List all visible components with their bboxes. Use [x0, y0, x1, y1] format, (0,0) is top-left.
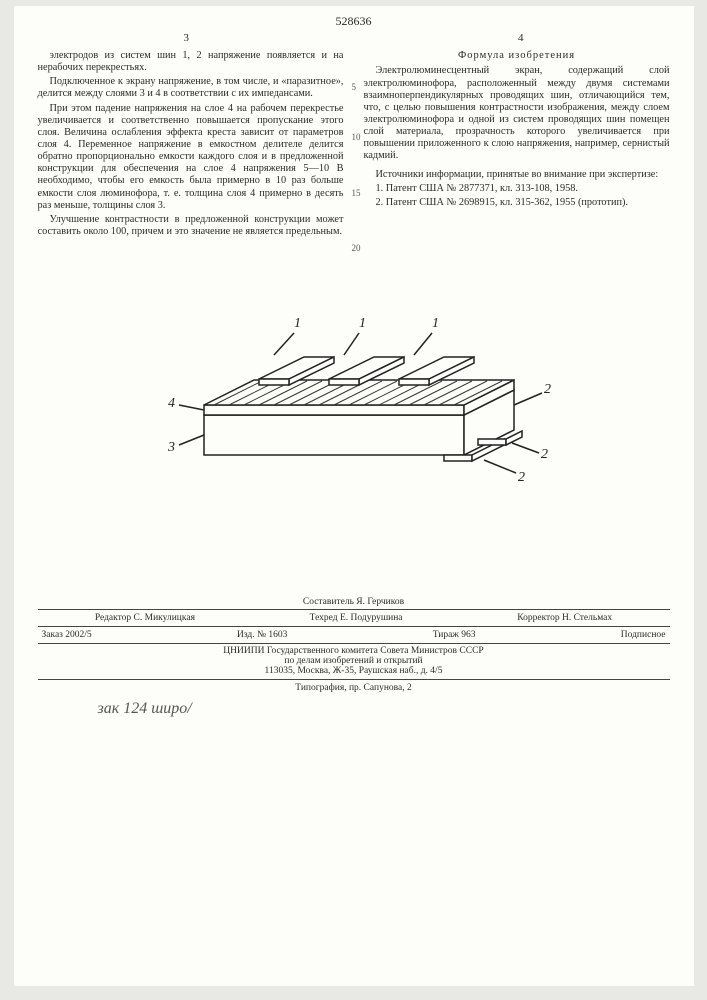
col-number-left: 3: [184, 32, 190, 44]
order-row: Заказ 2002/5 Изд. № 1603 Тираж 963 Подпи…: [38, 627, 670, 644]
line-num-5: 5: [352, 82, 357, 93]
compiler: Составитель Я. Герчиков: [38, 595, 670, 609]
fig-label-2a: 2: [544, 382, 551, 397]
typography-line: Типография, пр. Сапунова, 2: [38, 680, 670, 696]
left-p2: Подключенное к экрану напряжение, в том …: [38, 76, 344, 100]
right-column: 5 10 15 20 Формула изобретения Электролю…: [364, 50, 670, 275]
col-number-right: 4: [518, 32, 524, 44]
line-num-20: 20: [352, 243, 361, 254]
signed: Подписное: [621, 630, 666, 640]
handwritten-note: зак 124 широ/: [38, 700, 670, 718]
fig-label-2c: 2: [518, 470, 525, 485]
line-num-15: 15: [352, 188, 361, 199]
left-p4: Улучшение контрастности в предложенной к…: [38, 214, 344, 238]
left-p3: При этом падение напряжения на слое 4 на…: [38, 103, 344, 212]
org-line-1: ЦНИИПИ Государственного комитета Совета …: [38, 646, 670, 656]
fig-label-3: 3: [167, 440, 175, 455]
source-2: 2. Патент США № 2698915, кл. 315-362, 19…: [364, 197, 670, 209]
source-1: 1. Патент США № 2877371, кл. 313-108, 19…: [364, 183, 670, 195]
formula-title: Формула изобретения: [364, 50, 670, 62]
footer: Составитель Я. Герчиков Редактор С. Мику…: [38, 595, 670, 718]
editor: Редактор С. Микулицкая: [95, 613, 195, 623]
fig-label-1c: 1: [432, 316, 439, 331]
figure-svg: 1 1 1 2 2 2 3 4: [144, 305, 564, 485]
fig-label-1b: 1: [359, 316, 366, 331]
izd-num: Изд. № 1603: [237, 630, 287, 640]
figure: 1 1 1 2 2 2 3 4: [38, 305, 670, 485]
order-num: Заказ 2002/5: [42, 630, 92, 640]
corrector: Корректор Н. Стельмах: [517, 613, 612, 623]
org-line-2: по делам изобретений и открытий: [38, 656, 670, 666]
tirazh: Тираж 963: [433, 630, 476, 640]
fig-label-2b: 2: [541, 447, 548, 462]
patent-page: 528636 3 4 электродов из систем шин 1, 2…: [14, 6, 694, 986]
org-line-3: 113035, Москва, Ж-35, Раушская наб., д. …: [38, 666, 670, 676]
org-block: ЦНИИПИ Государственного комитета Совета …: [38, 644, 670, 680]
tech: Техред Е. Подурушина: [310, 613, 403, 623]
sources-title: Источники информации, принятые во вниман…: [364, 169, 670, 181]
left-column: электродов из систем шин 1, 2 напряжение…: [38, 50, 344, 275]
fig-label-1a: 1: [294, 316, 301, 331]
credits-row: Редактор С. Микулицкая Техред Е. Подуруш…: [38, 609, 670, 627]
fig-label-4: 4: [168, 396, 175, 411]
text-columns: электродов из систем шин 1, 2 напряжение…: [38, 50, 670, 275]
left-p1: электродов из систем шин 1, 2 напряжение…: [38, 50, 344, 74]
patent-number: 528636: [14, 14, 694, 29]
right-p1: Электролюминесцентный экран, содержащий …: [364, 65, 670, 162]
line-num-10: 10: [352, 132, 361, 143]
